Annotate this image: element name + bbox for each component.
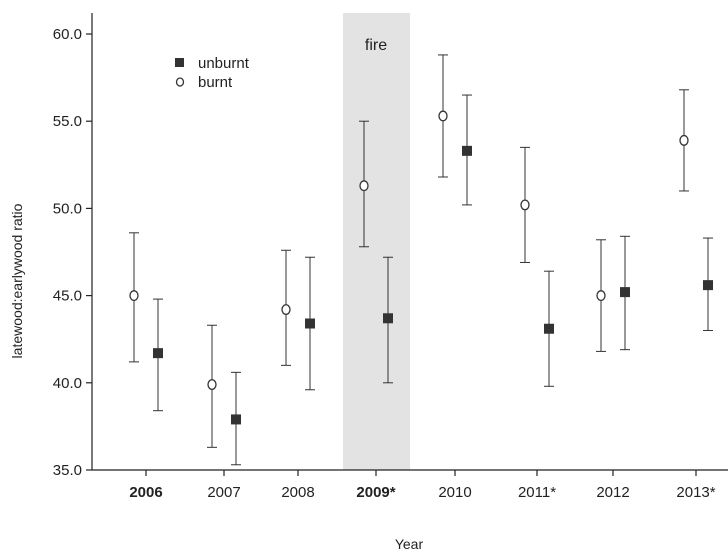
x-tick-label: 2009*: [356, 484, 395, 501]
y-tick-label: 50.0: [53, 200, 82, 217]
point-burnt: [438, 110, 448, 122]
point-burnt: [679, 134, 689, 146]
x-tick-label: 2006: [129, 484, 162, 501]
x-axis-label: Year: [395, 536, 424, 552]
legend-burnt-label: burnt: [198, 74, 233, 91]
legend-unburnt-marker: [175, 58, 184, 67]
point-burnt: [596, 290, 606, 302]
x-tick-label: 2010: [438, 484, 471, 501]
axes: [86, 13, 728, 476]
point-burnt: [520, 199, 530, 211]
point-unburnt: [305, 318, 315, 329]
y-tick-label: 40.0: [53, 375, 82, 392]
point-burnt: [207, 379, 217, 390]
y-tick-label: 45.0: [53, 288, 82, 305]
x-tick-label: 2008: [281, 484, 314, 501]
point-unburnt: [383, 313, 393, 324]
point-unburnt: [462, 145, 472, 156]
y-tick-label: 55.0: [53, 113, 82, 130]
point-unburnt: [231, 414, 241, 425]
point-unburnt: [153, 348, 163, 359]
chart-text: latewood:earlywood ratio Year fire 35.0 4…: [9, 26, 716, 552]
data-markers: [129, 110, 713, 425]
legend-unburnt-label: unburnt: [198, 55, 250, 72]
legend-burnt-marker: [175, 77, 185, 87]
x-tick-label: 2011*: [518, 484, 556, 501]
fire-annotation: fire: [365, 37, 387, 54]
point-burnt: [359, 180, 369, 192]
point-burnt: [129, 290, 139, 302]
point-unburnt: [703, 280, 713, 291]
point-burnt: [281, 304, 291, 316]
y-tick-label: 60.0: [53, 26, 82, 43]
y-tick-label: 35.0: [53, 462, 82, 479]
fire-shaded-region: [343, 13, 410, 470]
x-tick-label: 2012: [596, 484, 629, 501]
point-unburnt: [620, 287, 630, 298]
x-tick-label: 2013*: [676, 484, 715, 501]
y-axis-label: latewood:earlywood ratio: [9, 203, 25, 358]
x-tick-label: 2007: [207, 484, 240, 501]
legend: unburnt burnt: [175, 55, 250, 91]
fire-shaded-region-layer: [343, 13, 410, 470]
error-bars: [129, 54, 713, 466]
point-unburnt: [544, 323, 554, 334]
